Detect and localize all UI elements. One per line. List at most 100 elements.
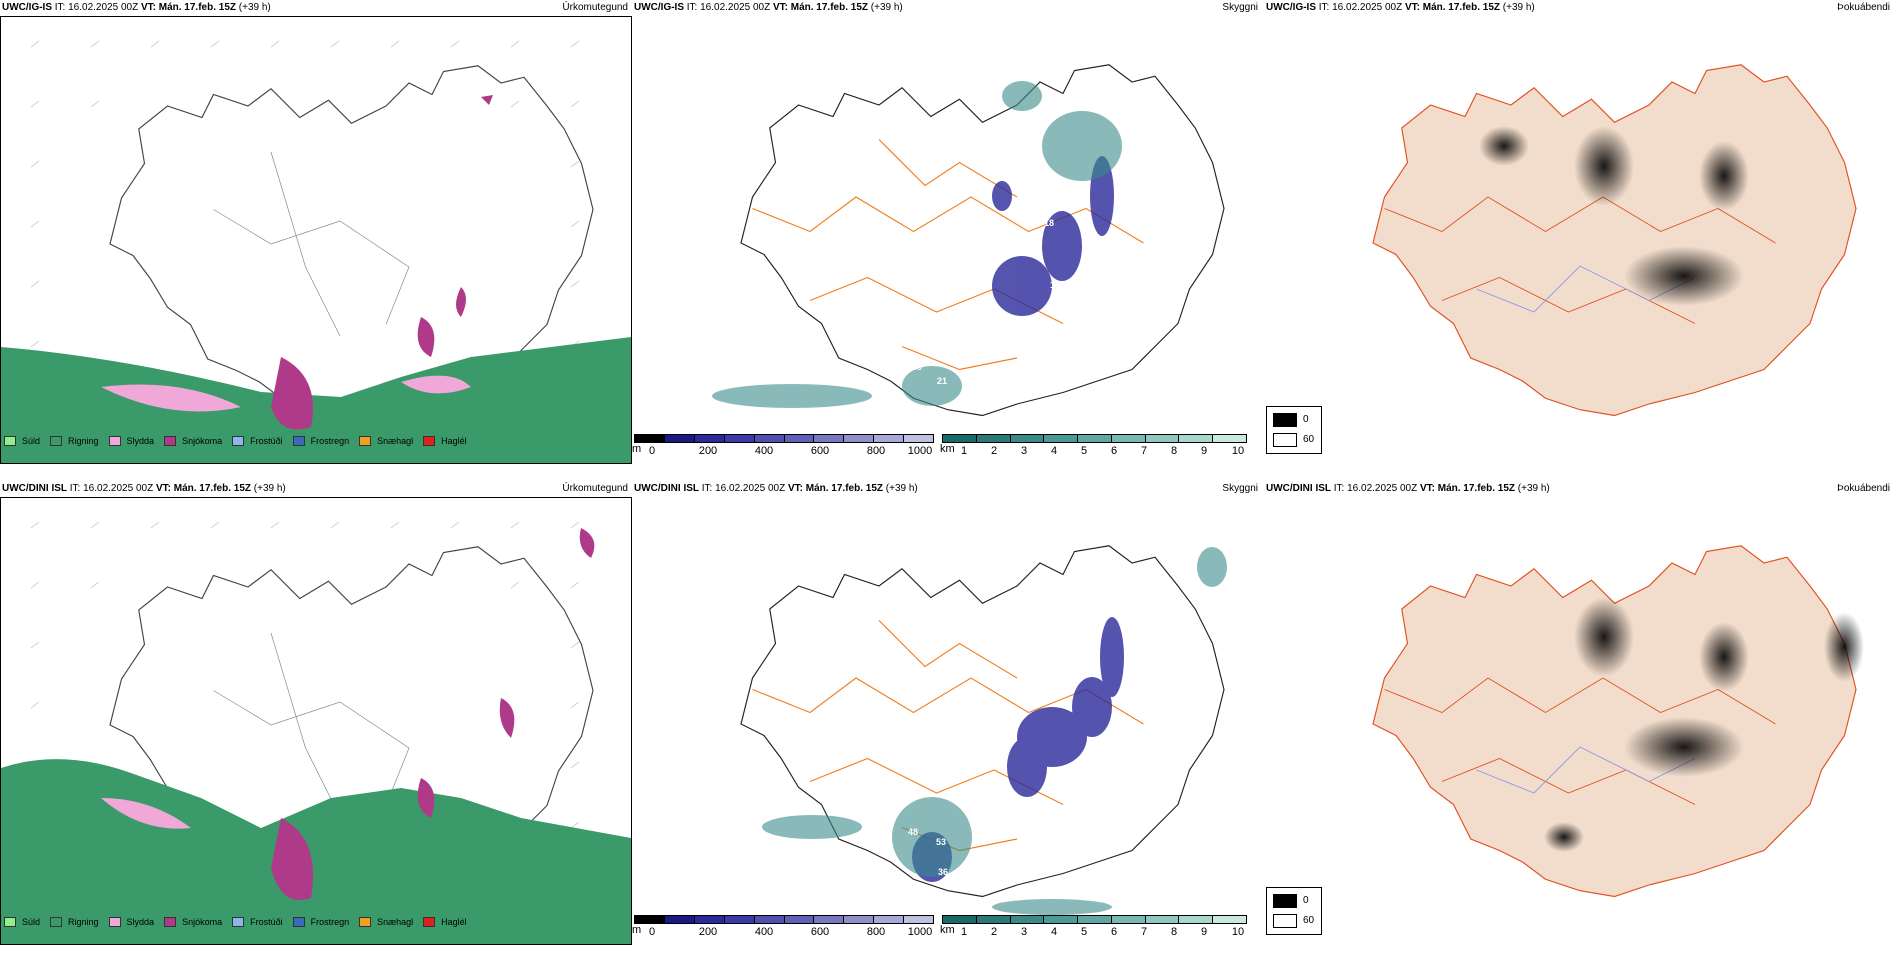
ceiling-colorbar: m 0 200 400 600 800 1000 (632, 915, 934, 938)
visibility-unit: km (940, 924, 955, 936)
cover-number: 94 (1088, 749, 1099, 759)
cover-number: 21 (937, 376, 948, 386)
wind-barbs (30, 521, 580, 889)
panel-title-precip-type: Úrkomutegund (562, 2, 628, 13)
legend-swatch (4, 917, 16, 927)
cover-number: 108 (1064, 791, 1080, 801)
fog-map (1372, 64, 1857, 417)
visibility-areas (762, 547, 1227, 915)
iceland-fill (1372, 64, 1857, 417)
legend-item: Haglél (423, 436, 467, 446)
legend-swatch (292, 436, 305, 446)
fog-legend-swatch (1273, 894, 1297, 908)
cover-number: 104 (1054, 306, 1070, 316)
legend-item: Súld (4, 917, 40, 927)
snow-area (271, 357, 313, 430)
panel-title-fog: Þokuábendi (1837, 2, 1890, 13)
cover-number: 18 (1050, 280, 1061, 290)
visibility-panel-2: UWC/DINI ISL IT: 16.02.2025 00Z VT: Mán.… (632, 483, 1262, 957)
panel-title-fog: Þokuábendi (1837, 483, 1890, 494)
legend-item: Slydda (108, 917, 154, 927)
fog-legend-swatch (1273, 914, 1297, 928)
visibility-colorbar: km 1 2 3 4 5 6 7 8 9 10 (940, 434, 1247, 457)
cover-number: 79 (1118, 268, 1129, 278)
cover-number: 48 (908, 827, 919, 837)
cover-number: 18 (1044, 218, 1055, 228)
precip-type-panel-2: UWC/DINI ISL IT: 16.02.2025 00Z VT: Mán.… (0, 483, 632, 945)
legend-item: Snæhagl (359, 436, 413, 446)
panel-title-precip-type: Úrkomutegund (562, 483, 628, 494)
legend-item: Snjókoma (164, 436, 222, 446)
snow-area (481, 95, 493, 105)
legend-swatch (423, 917, 436, 927)
snow-area (579, 528, 595, 558)
legend-swatch (292, 917, 305, 927)
fog-area (1479, 126, 1529, 166)
visibility-colorbar-scale (942, 915, 1247, 924)
cover-number: 16 (1050, 645, 1061, 655)
wind-barbs (30, 40, 580, 408)
visibility-colorbar-scale (942, 434, 1247, 443)
legend-swatch (232, 436, 245, 446)
legend-swatch (108, 917, 121, 927)
fog-panel-2: UWC/DINI ISL IT: 16.02.2025 00Z VT: Mán.… (1264, 483, 1894, 957)
legend-swatch (4, 436, 16, 446)
cover-number: 109 (1102, 733, 1118, 743)
cover-number: 79 (1122, 715, 1133, 725)
fog-area (1824, 612, 1864, 682)
iceland-outline (740, 64, 1225, 417)
fog-area (1699, 141, 1749, 211)
iceland-outline (740, 545, 1225, 898)
legend-swatch (164, 917, 177, 927)
cover-number: 79 (1122, 166, 1133, 176)
sleet-area (401, 375, 471, 394)
legend-swatch (359, 917, 372, 927)
fog-legend-swatch (1273, 433, 1297, 447)
ceiling-colorbar: m 0 200 400 600 800 1000 (632, 434, 934, 457)
legend-swatch (164, 436, 177, 446)
fog-legend-swatch (1273, 413, 1297, 427)
fog-legend: 0 60 (1266, 406, 1322, 454)
legend-item: Snæhagl (359, 917, 413, 927)
snow-area (456, 287, 466, 317)
cover-number: 12 (1010, 613, 1021, 623)
legend-swatch (359, 436, 372, 446)
ceiling-colorbar-scale (634, 915, 934, 924)
precip-type-panel-1: UWC/IG-IS IT: 16.02.2025 00Z VT: Mán. 17… (0, 2, 632, 464)
map-frame (0, 16, 632, 464)
legend-swatch (50, 436, 63, 446)
snow-area (417, 317, 435, 357)
panel-title-visibility: Skyggni (1222, 483, 1258, 494)
precip-legend: Súld Rigning Slydda Snjókoma Frostúði Fr… (4, 917, 477, 927)
snow-area (417, 778, 435, 818)
legend-item: Frostregn (292, 436, 349, 446)
legend-swatch (423, 436, 436, 446)
legend-item: Frostregn (292, 917, 349, 927)
visibility-map (712, 64, 1225, 417)
visibility-areas (712, 81, 1122, 408)
fog-map (1372, 545, 1864, 898)
cover-number: 36 (938, 867, 949, 877)
ceiling-ticks: 0 200 400 600 800 1000 (648, 445, 933, 457)
fog-area (1574, 126, 1634, 206)
fog-panel-1: UWC/IG-IS IT: 16.02.2025 00Z VT: Mán. 17… (1264, 2, 1894, 476)
legend-item: Súld (4, 436, 40, 446)
legend-swatch (108, 436, 121, 446)
cover-number: 69 (912, 362, 923, 372)
legend-item: Rigning (50, 917, 99, 927)
cover-number: 116 (1064, 765, 1079, 775)
legend-item: Frostúði (232, 436, 283, 446)
visibility-unit: km (940, 443, 955, 455)
iceland-outline (109, 546, 594, 899)
panel-header: UWC/DINI ISL IT: 16.02.2025 00Z VT: Mán.… (634, 483, 918, 494)
cover-number: 53 (936, 837, 947, 847)
visibility-map (740, 545, 1227, 915)
visibility-panel-1: UWC/IG-IS IT: 16.02.2025 00Z VT: Mán. 17… (632, 2, 1262, 476)
legend-item: Frostúði (232, 917, 283, 927)
rain-area (1, 337, 631, 463)
panel-header: UWC/IG-IS IT: 16.02.2025 00Z VT: Mán. 17… (2, 2, 271, 13)
fog-area (1574, 597, 1634, 677)
visibility-ticks: 1 2 3 4 5 6 7 8 9 10 (960, 445, 1245, 457)
visibility-colorbar: km 1 2 3 4 5 6 7 8 9 10 (940, 915, 1247, 938)
map-frame (0, 497, 632, 945)
